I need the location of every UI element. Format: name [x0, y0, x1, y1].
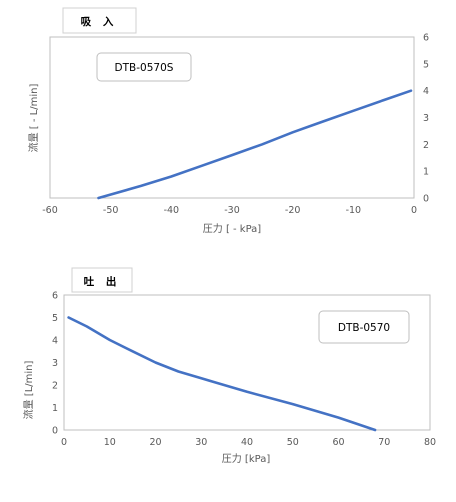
- chart-discharge-x-tick-label: 30: [195, 437, 207, 448]
- chart-discharge-x-axis-label: 圧力 [kPa]: [222, 452, 271, 465]
- chart-suction-x-tick-label: -10: [346, 205, 362, 216]
- chart-discharge-series-line: [67, 316, 377, 432]
- chart-suction-series-line: [97, 89, 413, 200]
- chart-suction-y-tick-label: 6: [423, 33, 429, 44]
- chart-discharge-y-tick-label: 1: [52, 403, 58, 414]
- chart-suction-y-tick-label: 5: [423, 59, 429, 70]
- chart-suction-model-box: [96, 52, 192, 82]
- chart-discharge-y-tick-label: 0: [52, 426, 58, 437]
- chart-suction-y-tick-label: 0: [423, 194, 429, 205]
- chart-suction-y-tick-label: 4: [423, 86, 429, 97]
- chart-discharge-x-tick-label: 20: [149, 437, 161, 448]
- chart-discharge-title-tag: [71, 267, 133, 293]
- chart-discharge-x-tick-label: 10: [104, 437, 116, 448]
- chart-suction-title: 吸 入: [81, 16, 118, 28]
- chart-discharge-y-tick-label: 6: [52, 291, 58, 302]
- chart-discharge-y-tick-label: 5: [52, 313, 58, 324]
- chart-discharge-y-tick-label: 3: [52, 358, 58, 369]
- chart-discharge-x-tick-label: 50: [287, 437, 299, 448]
- chart-suction-y-tick-label: 1: [423, 167, 429, 178]
- chart-discharge-title: 吐 出: [84, 275, 121, 288]
- chart-discharge-x-tick-label: 80: [424, 437, 436, 448]
- chart-discharge-model-box: [318, 310, 410, 344]
- chart-suction-x-tick-label: -50: [103, 205, 119, 216]
- chart-discharge-y-axis-label: 流量 [L/min]: [22, 361, 35, 420]
- chart-suction-x-axis-label: 圧力 [ - kPa]: [203, 222, 262, 235]
- chart-suction-x-tick-label: -20: [285, 205, 301, 216]
- chart-discharge-x-tick-label: 70: [378, 437, 390, 448]
- chart-suction-y-tick-label: 2: [423, 140, 429, 151]
- chart-discharge-model-label: DTB-0570: [338, 322, 390, 334]
- chart-suction-x-tick-label: -60: [42, 205, 58, 216]
- chart-discharge-plot-border: [63, 294, 431, 431]
- chart-discharge-x-tick-label: 40: [241, 437, 253, 448]
- chart-discharge: 0 10 20 30 40 50 60 70 80 0 1 2 3 4 5 6 圧力 [kPa] 流量 [L…: [22, 267, 436, 465]
- chart-suction-x-tick-label: 0: [411, 205, 417, 216]
- chart-suction-y-tick-label: 3: [423, 113, 429, 124]
- chart-discharge-y-tick-label: 4: [52, 336, 58, 347]
- chart-discharge-y-tick-label: 2: [52, 381, 58, 392]
- chart-discharge-x-tick-label: 0: [61, 437, 67, 448]
- chart-suction-y-axis-label: 流量 [ - L/min]: [27, 84, 40, 153]
- chart-suction-x-tick-label: -30: [224, 205, 240, 216]
- chart-suction-model-label: DTB-0570S: [115, 62, 174, 74]
- chart-suction-x-tick-label: -40: [164, 205, 180, 216]
- chart-suction-plot-border: [49, 36, 415, 199]
- chart-discharge-x-tick-label: 60: [332, 437, 344, 448]
- chart-suction-title-tag: [62, 7, 137, 34]
